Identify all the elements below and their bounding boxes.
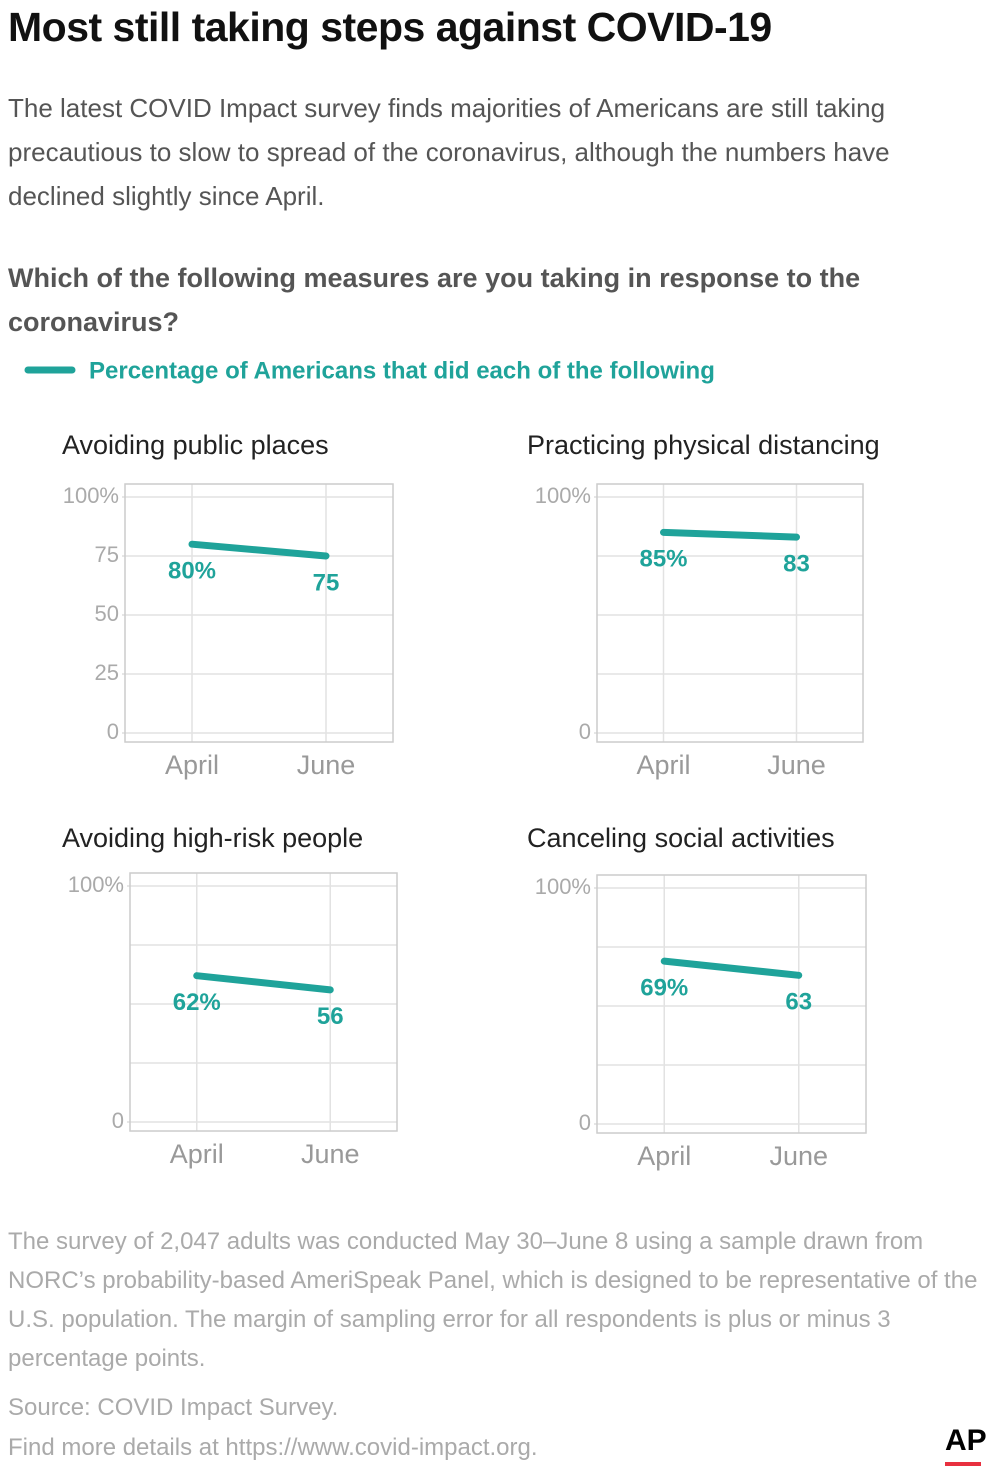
- x-tick-label: April: [170, 1139, 224, 1169]
- x-tick-label: April: [637, 1141, 691, 1171]
- data-label: 75: [313, 569, 340, 596]
- y-tick-label: 100%: [535, 874, 591, 899]
- y-tick-label: 0: [579, 719, 591, 744]
- source-link: Find more details at https://www.covid-i…: [8, 1434, 538, 1461]
- data-line: [188, 540, 330, 560]
- x-tick-label: June: [297, 750, 356, 780]
- question: Which of the following measures are you …: [8, 263, 861, 337]
- plot-frame: [129, 872, 398, 1132]
- source: Source: COVID Impact Survey.: [8, 1394, 339, 1421]
- y-tick-label: 100%: [68, 872, 124, 897]
- y-tick-label: 25: [95, 660, 119, 685]
- x-tick-label: June: [769, 1141, 828, 1171]
- y-tick-label: 100%: [63, 483, 119, 508]
- y-tick-label: 75: [95, 542, 119, 567]
- data-label: 56: [317, 1003, 344, 1030]
- plot-frame: [124, 483, 394, 743]
- chart-title: Canceling social activities: [527, 823, 835, 853]
- data-label: 83: [783, 550, 810, 577]
- data-label: 80%: [168, 558, 216, 585]
- y-tick-label: 0: [579, 1110, 591, 1135]
- x-tick-label: April: [636, 750, 690, 780]
- data-label: 69%: [640, 975, 688, 1002]
- footnote: The survey of 2,047 adults was conducted…: [8, 1228, 978, 1372]
- plot-frame: [596, 874, 867, 1134]
- title: Most still taking steps against COVID-19: [8, 4, 772, 50]
- chart-title: Avoiding public places: [62, 430, 329, 460]
- data-line: [193, 972, 334, 994]
- x-tick-label: April: [165, 750, 219, 780]
- plot-frame: [596, 483, 864, 743]
- x-tick-label: June: [301, 1139, 360, 1169]
- legend-label: Percentage of Americans that did each of…: [89, 357, 715, 384]
- data-line: [660, 528, 800, 541]
- logo-underline: [945, 1462, 981, 1466]
- data-label: 85%: [639, 546, 687, 573]
- y-tick-label: 100%: [535, 483, 591, 508]
- data-label: 63: [785, 989, 812, 1016]
- y-tick-label: 0: [107, 719, 119, 744]
- logo: AP: [945, 1424, 987, 1457]
- data-label: 62%: [173, 989, 221, 1016]
- chart-title: Avoiding high-risk people: [62, 823, 363, 853]
- chart-title: Practicing physical distancing: [527, 430, 880, 460]
- y-tick-label: 50: [95, 601, 119, 626]
- x-tick-label: June: [767, 750, 826, 780]
- y-tick-label: 0: [112, 1108, 124, 1133]
- data-line: [660, 957, 803, 979]
- subtitle: The latest COVID Impact survey finds maj…: [8, 93, 890, 211]
